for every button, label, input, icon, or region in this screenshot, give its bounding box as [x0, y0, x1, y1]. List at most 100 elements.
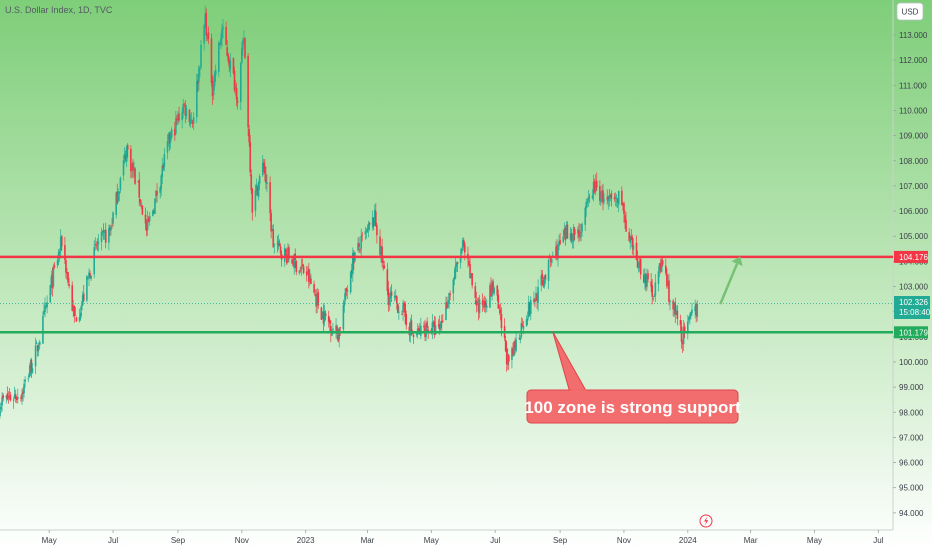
candle	[273, 243, 276, 254]
candle	[519, 335, 522, 344]
candle	[373, 204, 376, 226]
currency-button-frame[interactable]	[896, 2, 924, 21]
candle	[36, 344, 39, 357]
candle	[344, 288, 347, 303]
candle	[211, 75, 214, 105]
candle	[665, 258, 667, 276]
candle	[96, 238, 99, 252]
candle	[402, 299, 404, 321]
candle	[58, 248, 61, 263]
y-tick-label: 107.000	[899, 182, 928, 191]
candle	[225, 21, 227, 46]
candle	[181, 107, 183, 129]
candle	[97, 233, 100, 252]
candle	[352, 247, 354, 283]
candle	[338, 327, 340, 348]
upward-arrow[interactable]	[719, 256, 743, 305]
currency-button[interactable]: USD	[896, 2, 924, 21]
candle	[212, 76, 215, 101]
x-tick-label: Jul	[873, 536, 883, 545]
candle	[23, 379, 25, 398]
support-callout[interactable]: 100 zone is strong support	[524, 331, 741, 424]
candle	[166, 133, 169, 160]
candle	[623, 201, 625, 223]
candle	[206, 33, 209, 42]
candle	[599, 180, 601, 205]
candle	[565, 221, 568, 240]
candle	[227, 52, 230, 64]
candle	[484, 297, 487, 314]
candle	[586, 198, 589, 208]
candle	[622, 202, 624, 211]
candle	[199, 65, 201, 78]
candle	[403, 301, 405, 313]
candle	[387, 280, 390, 312]
candle	[126, 143, 129, 158]
y-tick-label: 94.000	[899, 509, 924, 518]
candle	[124, 150, 127, 163]
candle	[109, 224, 111, 237]
candle	[454, 257, 457, 280]
candle	[178, 106, 180, 124]
candle	[87, 276, 89, 281]
candle	[243, 30, 245, 45]
candle	[637, 261, 640, 273]
candle	[74, 306, 77, 316]
candle	[652, 295, 655, 302]
candle	[266, 173, 268, 193]
candle	[139, 198, 142, 207]
candle	[82, 285, 85, 302]
candle	[159, 185, 161, 199]
candle	[584, 206, 587, 232]
candle	[308, 262, 310, 289]
currency-button-label[interactable]: USD	[902, 8, 919, 17]
candle	[507, 354, 510, 371]
candle	[123, 147, 126, 165]
candle	[130, 145, 132, 179]
candle	[21, 388, 23, 405]
y-tick-label: 99.000	[899, 383, 924, 392]
candle	[469, 255, 471, 279]
candle	[59, 229, 62, 259]
candle	[163, 148, 166, 172]
candle	[550, 256, 553, 267]
candle	[141, 205, 144, 216]
candle	[210, 33, 213, 87]
candle	[277, 234, 280, 250]
x-tick-label: Jul	[490, 536, 500, 545]
candle	[585, 198, 588, 217]
candle	[37, 342, 40, 357]
candle	[239, 61, 242, 111]
candle	[112, 211, 114, 227]
candle	[607, 195, 610, 210]
candle	[456, 261, 459, 273]
candle	[650, 273, 652, 293]
candle	[533, 291, 535, 305]
candle	[214, 64, 217, 82]
y-tick-label: 96.000	[899, 459, 924, 468]
y-tick-label: 108.000	[899, 157, 928, 166]
candle	[198, 64, 200, 91]
candle	[673, 302, 675, 317]
candle	[645, 272, 647, 292]
x-tick-label: May	[807, 536, 822, 545]
candle	[317, 289, 320, 309]
candle	[602, 183, 604, 211]
candle	[207, 26, 210, 45]
candle	[221, 23, 223, 47]
candle	[638, 257, 641, 272]
candle	[525, 315, 528, 328]
candle	[455, 261, 458, 272]
x-tick-label: Sep	[553, 536, 568, 545]
candle	[654, 274, 657, 303]
candle	[14, 389, 17, 403]
candle	[12, 396, 15, 409]
candle	[188, 109, 191, 127]
candle	[220, 33, 222, 49]
candle	[30, 357, 33, 378]
candle	[45, 303, 47, 309]
candle	[22, 387, 24, 402]
flash-icon[interactable]	[699, 514, 713, 528]
candle	[547, 258, 550, 290]
